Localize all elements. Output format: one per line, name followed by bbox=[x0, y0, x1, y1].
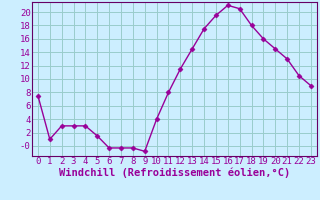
X-axis label: Windchill (Refroidissement éolien,°C): Windchill (Refroidissement éolien,°C) bbox=[59, 168, 290, 178]
